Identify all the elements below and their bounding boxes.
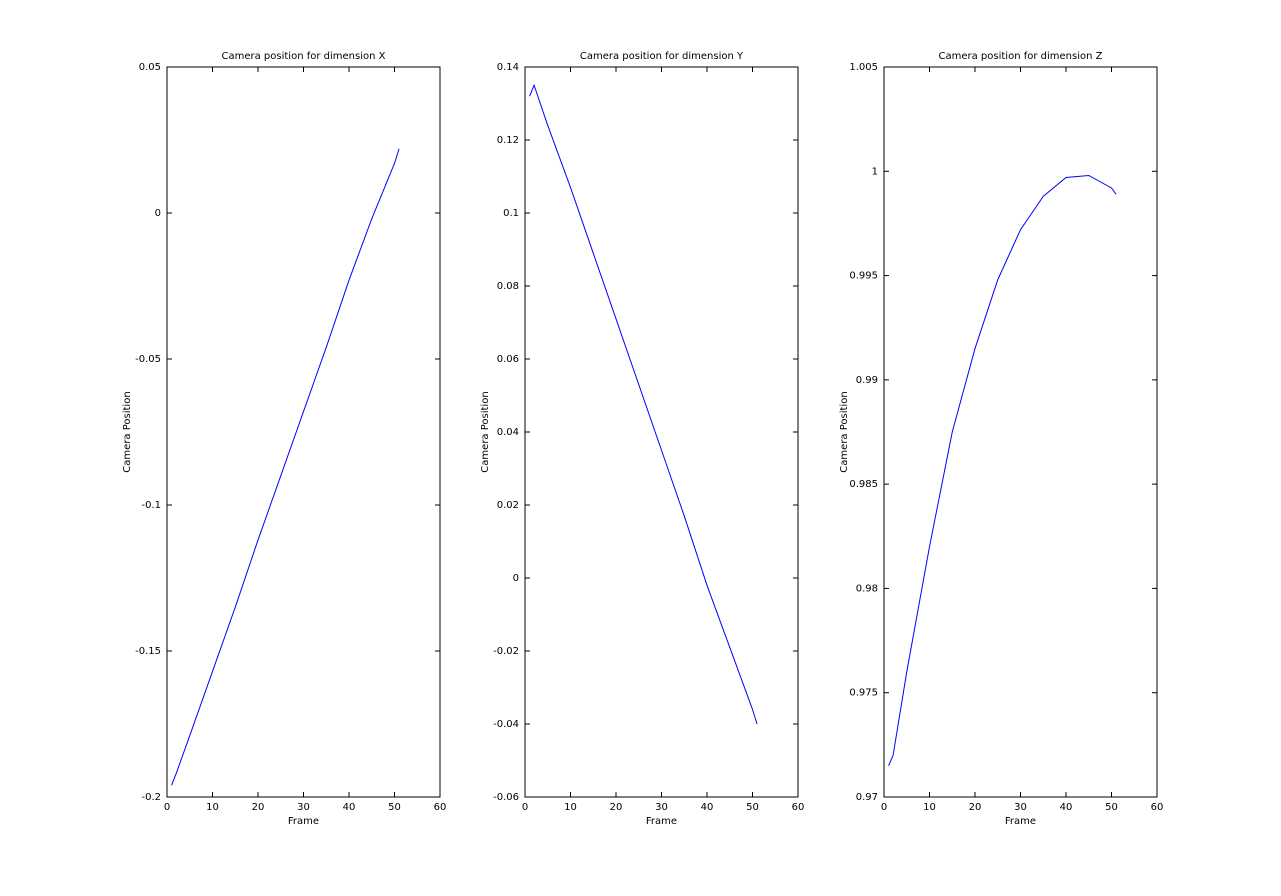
y-tick-label: 0.05 — [139, 62, 161, 73]
axes-frame — [883, 66, 1158, 798]
y-tick-label: -0.06 — [493, 792, 519, 803]
x-tick-label: 0 — [522, 802, 528, 813]
x-tick-label: 30 — [655, 802, 668, 813]
x-tick-label: 10 — [206, 802, 219, 813]
x-tick-label: 50 — [1105, 802, 1118, 813]
y-tick-label: 1.005 — [849, 62, 878, 73]
y-tick-label: -0.05 — [135, 354, 161, 365]
axes-frame — [166, 66, 441, 798]
y-tick-label: 0.12 — [497, 135, 519, 146]
x-tick-label: 20 — [969, 802, 982, 813]
y-tick-label: 0.97 — [856, 792, 878, 803]
y-tick-label: 0.1 — [503, 208, 519, 219]
subplot-title: Camera position for dimension Z — [939, 51, 1103, 62]
y-axis-label: Camera Position — [122, 391, 133, 472]
subplot-title: Camera position for dimension Y — [580, 51, 744, 62]
subplot: Camera position for dimension Z Frame Came… — [839, 51, 1163, 827]
x-tick-label: 20 — [252, 802, 265, 813]
x-tick-label: 60 — [792, 802, 805, 813]
x-tick-label: 40 — [343, 802, 356, 813]
subplot: Camera position for dimension Y Frame Came… — [480, 51, 804, 827]
data-line — [888, 174, 1117, 766]
x-tick-label: 50 — [388, 802, 401, 813]
axes-frame — [524, 66, 799, 798]
y-tick-label: -0.15 — [135, 646, 161, 657]
y-tick-label: 0.98 — [856, 583, 878, 594]
x-tick-label: 10 — [564, 802, 577, 813]
subplot-title: Camera position for dimension X — [222, 51, 386, 62]
data-line — [171, 148, 400, 786]
y-tick-label: 1 — [872, 166, 878, 177]
y-tick-label: 0.975 — [849, 688, 878, 699]
x-tick-label: 60 — [434, 802, 447, 813]
y-tick-label: 0.04 — [497, 427, 519, 438]
x-axis-label: Frame — [288, 816, 319, 827]
y-tick-label: 0 — [513, 573, 519, 584]
y-tick-label: 0.995 — [849, 271, 878, 282]
y-tick-label: 0.14 — [497, 62, 519, 73]
y-tick-label: 0.08 — [497, 281, 519, 292]
x-axis-label: Frame — [646, 816, 677, 827]
x-tick-label: 30 — [1014, 802, 1027, 813]
x-tick-label: 50 — [746, 802, 759, 813]
x-tick-label: 10 — [923, 802, 936, 813]
data-line — [529, 83, 758, 725]
y-tick-label: 0.02 — [497, 500, 519, 511]
y-tick-label: 0.99 — [856, 375, 878, 386]
x-tick-label: 40 — [701, 802, 714, 813]
x-tick-label: 20 — [610, 802, 623, 813]
y-axis-label: Camera Position — [839, 391, 850, 472]
x-tick-label: 40 — [1060, 802, 1073, 813]
x-tick-label: 60 — [1151, 802, 1164, 813]
y-tick-label: 0 — [155, 208, 161, 219]
y-tick-label: -0.02 — [493, 646, 519, 657]
x-tick-label: 0 — [881, 802, 887, 813]
subplot: Camera position for dimension X Frame Came… — [122, 51, 446, 827]
y-tick-label: 0.06 — [497, 354, 519, 365]
x-tick-label: 30 — [297, 802, 310, 813]
y-tick-label: -0.1 — [141, 500, 161, 511]
x-tick-label: 0 — [164, 802, 170, 813]
y-tick-label: 0.985 — [849, 479, 878, 490]
y-tick-label: -0.04 — [493, 719, 519, 730]
y-tick-label: -0.2 — [141, 792, 161, 803]
x-axis-label: Frame — [1005, 816, 1036, 827]
y-axis-label: Camera Position — [480, 391, 491, 472]
